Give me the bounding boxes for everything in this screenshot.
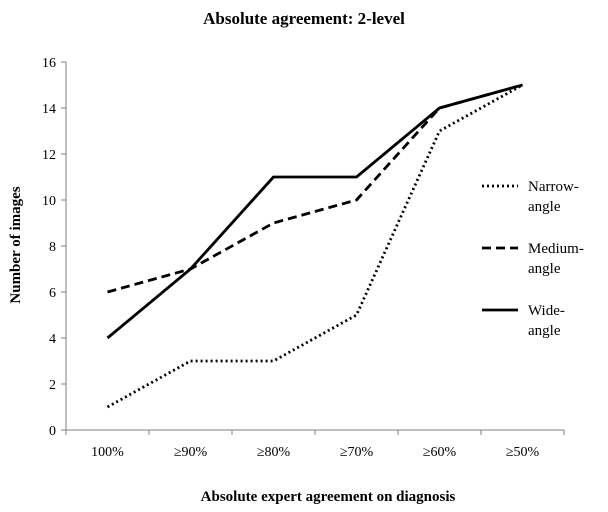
y-tick-label: 16 <box>42 56 56 71</box>
x-tick-label: ≥50% <box>506 445 540 460</box>
x-axis-label: Absolute expert agreement on diagnosis <box>201 489 456 505</box>
y-tick-label: 14 <box>42 102 56 117</box>
y-tick-label: 2 <box>49 378 56 393</box>
y-tick-label: 4 <box>49 332 56 347</box>
series-line-wide-angle <box>106 83 523 340</box>
x-tick-label: ≥70% <box>340 445 374 460</box>
series-line-medium-angle <box>107 83 523 294</box>
y-tick-label: 10 <box>42 194 56 209</box>
series-line-narrow-angle <box>106 83 524 409</box>
y-axis-label: Number of images <box>8 186 24 303</box>
legend-label: Medium-angle <box>528 241 584 277</box>
legend: Narrow-angle Medium-angle Wide-angle <box>482 179 584 339</box>
chart-title: Absolute agreement: 2-level <box>203 9 405 28</box>
legend-label: Narrow-angle <box>528 179 579 215</box>
x-tick-label: ≥90% <box>174 445 208 460</box>
y-tick-label: 0 <box>49 424 56 439</box>
x-tick-label: 100% <box>91 445 124 460</box>
x-tick-label: ≥80% <box>257 445 291 460</box>
y-tick-label: 6 <box>49 286 56 301</box>
x-tick-label: ≥60% <box>423 445 457 460</box>
y-tick-label: 12 <box>42 148 56 163</box>
plot-area: 0 2 4 6 8 10 12 14 16 100% ≥90% ≥80% ≥70% ≥60% ≥50% <box>42 56 565 460</box>
y-tick-label: 8 <box>49 240 56 255</box>
legend-label: Wide-angle <box>528 303 565 339</box>
